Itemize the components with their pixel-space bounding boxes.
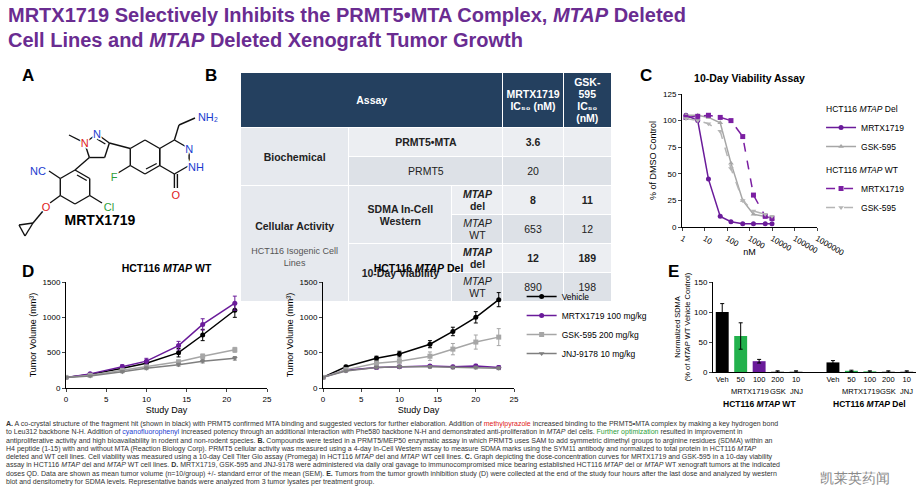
svg-text:HCT116 MTAP WT: HCT116 MTAP WT bbox=[723, 399, 796, 409]
svg-text:NH₂: NH₂ bbox=[198, 111, 218, 123]
svg-text:50: 50 bbox=[737, 375, 745, 384]
svg-text:100: 100 bbox=[724, 234, 741, 249]
svg-text:10: 10 bbox=[142, 395, 151, 404]
svg-text:MRTX1719: MRTX1719 bbox=[65, 212, 136, 228]
svg-text:1000000: 1000000 bbox=[814, 234, 846, 257]
svg-text:125: 125 bbox=[663, 90, 677, 99]
svg-text:15: 15 bbox=[182, 395, 191, 404]
svg-text:1500: 1500 bbox=[43, 278, 61, 287]
svg-text:MRTX1719 100 mg/kg: MRTX1719 100 mg/kg bbox=[562, 311, 647, 321]
svg-text:GSK-595: GSK-595 bbox=[861, 203, 896, 213]
svg-text:Vehicle: Vehicle bbox=[562, 292, 590, 302]
svg-text:10000: 10000 bbox=[769, 234, 793, 253]
svg-text:0: 0 bbox=[313, 384, 318, 393]
svg-text:100: 100 bbox=[753, 375, 766, 384]
svg-text:5: 5 bbox=[104, 395, 109, 404]
svg-text:500: 500 bbox=[304, 348, 318, 357]
svg-text:O: O bbox=[42, 201, 51, 213]
svg-text:1500: 1500 bbox=[300, 278, 318, 287]
svg-text:NH: NH bbox=[188, 161, 204, 173]
svg-text:100: 100 bbox=[864, 375, 877, 384]
svg-text:nM: nM bbox=[743, 247, 756, 257]
svg-text:Veh: Veh bbox=[826, 375, 839, 384]
svg-text:Tumor Volume (mm³): Tumor Volume (mm³) bbox=[285, 293, 295, 378]
svg-text:0: 0 bbox=[64, 395, 69, 404]
svg-text:500: 500 bbox=[47, 348, 61, 357]
svg-text:HCT116 MTAP Del: HCT116 MTAP Del bbox=[374, 262, 464, 274]
svg-text:MRTX1719: MRTX1719 bbox=[731, 387, 769, 396]
svg-text:10-Day Viability Assay: 10-Day Viability Assay bbox=[694, 72, 805, 84]
svg-text:N: N bbox=[81, 137, 89, 149]
svg-text:Veh: Veh bbox=[716, 375, 729, 384]
svg-text:Normalized SDMA(% of MTAP WT V: Normalized SDMA(% of MTAP WT Vehicle Con… bbox=[673, 272, 692, 381]
svg-text:N: N bbox=[185, 143, 193, 155]
svg-text:F: F bbox=[111, 171, 118, 183]
svg-text:0: 0 bbox=[56, 384, 61, 393]
svg-text:10: 10 bbox=[395, 395, 404, 404]
svg-text:200: 200 bbox=[771, 375, 784, 384]
svg-text:100: 100 bbox=[694, 308, 708, 317]
svg-text:Study Day: Study Day bbox=[398, 405, 440, 415]
svg-text:HCT116 MTAP WT: HCT116 MTAP WT bbox=[826, 165, 898, 175]
svg-text:25: 25 bbox=[510, 395, 519, 404]
svg-text:1000: 1000 bbox=[43, 313, 61, 322]
svg-text:75: 75 bbox=[667, 143, 676, 152]
svg-text:HCT116 MTAP WT: HCT116 MTAP WT bbox=[122, 262, 212, 274]
svg-text:JNJ: JNJ bbox=[900, 387, 913, 396]
svg-text:1: 1 bbox=[679, 234, 688, 244]
svg-text:NC: NC bbox=[30, 165, 46, 177]
svg-text:1000: 1000 bbox=[747, 234, 767, 251]
svg-text:100: 100 bbox=[663, 116, 677, 125]
svg-text:GSK-595: GSK-595 bbox=[861, 142, 896, 152]
svg-text:0: 0 bbox=[321, 395, 326, 404]
svg-text:25: 25 bbox=[667, 196, 676, 205]
svg-text:JNJ: JNJ bbox=[790, 387, 803, 396]
svg-text:10: 10 bbox=[792, 375, 800, 384]
svg-text:Study Day: Study Day bbox=[146, 405, 188, 415]
svg-text:0: 0 bbox=[672, 223, 677, 232]
svg-text:50: 50 bbox=[698, 338, 707, 347]
svg-text:0: 0 bbox=[703, 368, 708, 377]
svg-text:HCT116 MTAP Del: HCT116 MTAP Del bbox=[826, 104, 898, 114]
svg-text:5: 5 bbox=[359, 395, 364, 404]
svg-text:GSK: GSK bbox=[770, 387, 786, 396]
svg-text:GSK: GSK bbox=[880, 387, 896, 396]
svg-text:GSK-595 200 mg/kg: GSK-595 200 mg/kg bbox=[562, 330, 639, 340]
svg-text:50: 50 bbox=[847, 375, 855, 384]
svg-text:200: 200 bbox=[882, 375, 895, 384]
svg-text:N: N bbox=[93, 128, 101, 140]
svg-text:1000: 1000 bbox=[300, 313, 318, 322]
svg-text:150: 150 bbox=[694, 278, 708, 287]
svg-text:MRTX1719: MRTX1719 bbox=[861, 184, 904, 194]
svg-text:15: 15 bbox=[433, 395, 442, 404]
svg-text:20: 20 bbox=[222, 395, 231, 404]
svg-text:JNJ-9178 10 mg/kg: JNJ-9178 10 mg/kg bbox=[562, 349, 636, 359]
svg-text:10: 10 bbox=[702, 234, 715, 247]
svg-text:O: O bbox=[172, 189, 181, 201]
svg-text:50: 50 bbox=[667, 170, 676, 179]
svg-text:MRTX1719: MRTX1719 bbox=[861, 123, 904, 133]
svg-text:% of DMSO Control: % of DMSO Control bbox=[648, 121, 658, 200]
svg-text:10: 10 bbox=[903, 375, 911, 384]
svg-text:MRTX1719: MRTX1719 bbox=[842, 387, 880, 396]
svg-text:Tumor Volume (mm³): Tumor Volume (mm³) bbox=[28, 293, 38, 378]
svg-text:20: 20 bbox=[471, 395, 480, 404]
svg-text:100000: 100000 bbox=[792, 234, 820, 255]
svg-text:HCT116 MTAP Del: HCT116 MTAP Del bbox=[833, 399, 906, 409]
svg-text:25: 25 bbox=[263, 395, 272, 404]
